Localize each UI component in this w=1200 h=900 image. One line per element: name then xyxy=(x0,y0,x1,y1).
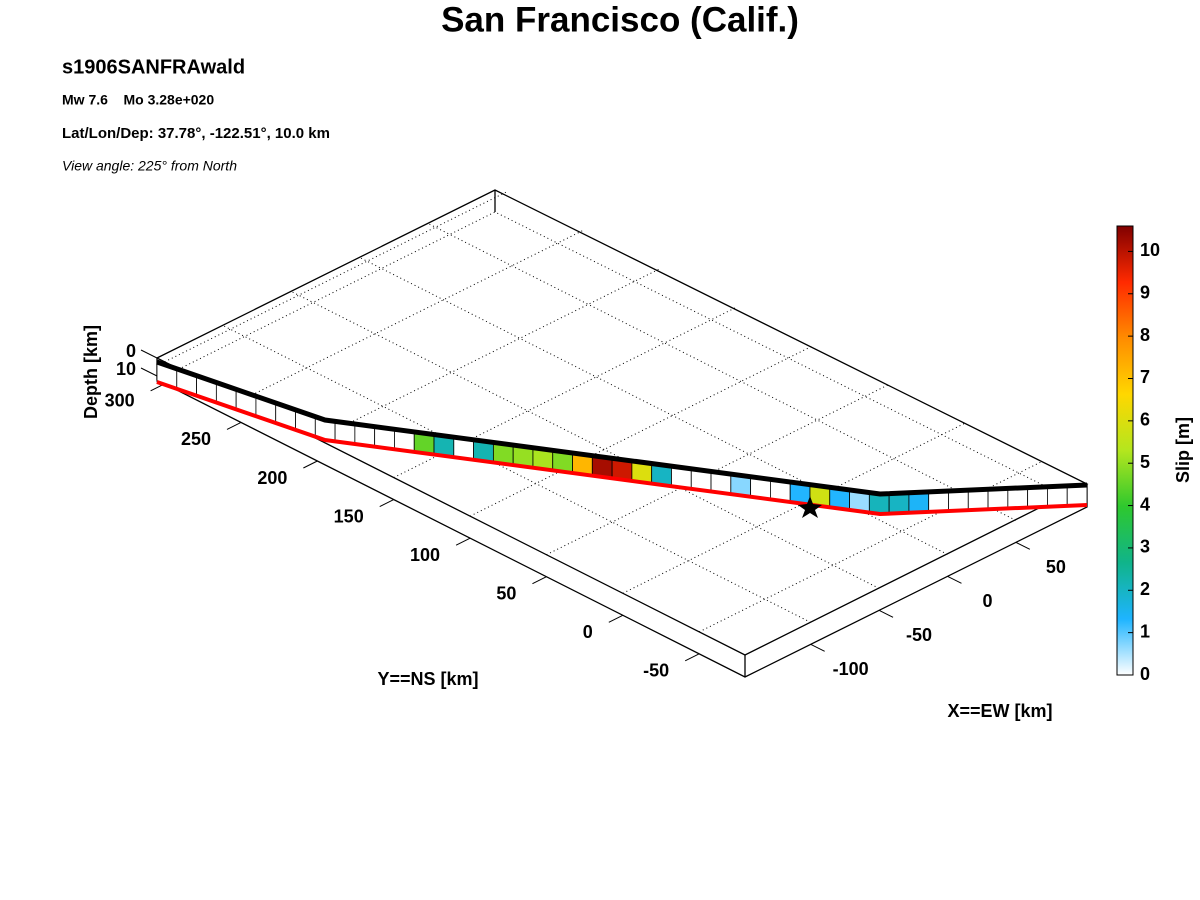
y-tick-label: 100 xyxy=(410,545,440,565)
x-tick-label: -100 xyxy=(833,659,869,679)
y-tick-label: 200 xyxy=(257,468,287,488)
y-tick-label: 300 xyxy=(105,391,135,411)
y-tick-label: 50 xyxy=(496,583,516,603)
fault-top xyxy=(156,359,1088,497)
chart-title: San Francisco (Calif.) xyxy=(441,0,799,39)
hypocenter xyxy=(798,496,822,518)
box xyxy=(156,189,1089,678)
y-axis-label: Y==NS [km] xyxy=(377,669,478,689)
y-tick xyxy=(532,576,547,585)
y-tick xyxy=(455,537,471,546)
colorbar-tick-label: 5 xyxy=(1140,452,1150,472)
y-tick xyxy=(379,499,394,508)
colorbar-tick-label: 7 xyxy=(1140,367,1150,387)
colorbar-tick-label: 1 xyxy=(1140,621,1150,641)
grid-line xyxy=(240,229,584,401)
grid-line xyxy=(427,222,1017,521)
y-tick-label: 150 xyxy=(334,506,364,526)
colorbar-tick-label: 8 xyxy=(1140,325,1150,345)
grid-line xyxy=(359,256,948,555)
grid-line xyxy=(222,324,811,623)
colorbar-tick-label: 4 xyxy=(1140,494,1150,514)
z-tick xyxy=(140,367,158,377)
view-note: View angle: 225° from North xyxy=(62,158,237,174)
y-tick-label: 0 xyxy=(583,622,593,642)
info-line: Mw 7.6 Mo 3.28e+020 xyxy=(62,92,214,108)
y-tick xyxy=(303,460,318,469)
x-tick-label: 0 xyxy=(982,591,992,611)
colorbar-tick-label: 6 xyxy=(1140,410,1150,430)
z-axis-label: Depth [km] xyxy=(81,325,101,419)
y-tick xyxy=(684,653,700,662)
x-tick xyxy=(1015,541,1031,550)
x-tick xyxy=(878,609,894,618)
x-tick xyxy=(810,643,825,652)
z-tick xyxy=(140,349,158,359)
y-tick xyxy=(226,421,242,430)
info-line: Lat/Lon/Dep: 37.78°, -122.51°, 10.0 km xyxy=(62,125,330,142)
subtitle: s1906SANFRAwald xyxy=(62,56,245,78)
colorbar-tick-label: 0 xyxy=(1140,664,1150,684)
colorbar-tick-label: 3 xyxy=(1140,537,1150,557)
grid-line xyxy=(317,268,660,440)
grid-line xyxy=(290,290,880,589)
x-tick-label: 50 xyxy=(1046,557,1066,577)
colorbar-tick-label: 2 xyxy=(1140,579,1150,599)
colorbar xyxy=(1116,225,1134,676)
colorbar-tick-label: 9 xyxy=(1140,283,1150,303)
z-tick-label: 0 xyxy=(126,341,136,361)
colorbar-label: Slip [m] xyxy=(1173,417,1193,483)
x-axis-label: X==EW [km] xyxy=(947,701,1052,721)
y-tick-label: 250 xyxy=(181,429,211,449)
colorbar-tick-label: 10 xyxy=(1140,240,1160,260)
grid-line xyxy=(164,191,507,363)
y-tick xyxy=(608,614,624,623)
y-tick-label: -50 xyxy=(643,661,669,681)
x-tick-label: -50 xyxy=(906,625,932,645)
x-tick xyxy=(947,575,962,584)
fault-bottom xyxy=(156,380,1088,517)
z-tick-label: 10 xyxy=(116,359,136,379)
